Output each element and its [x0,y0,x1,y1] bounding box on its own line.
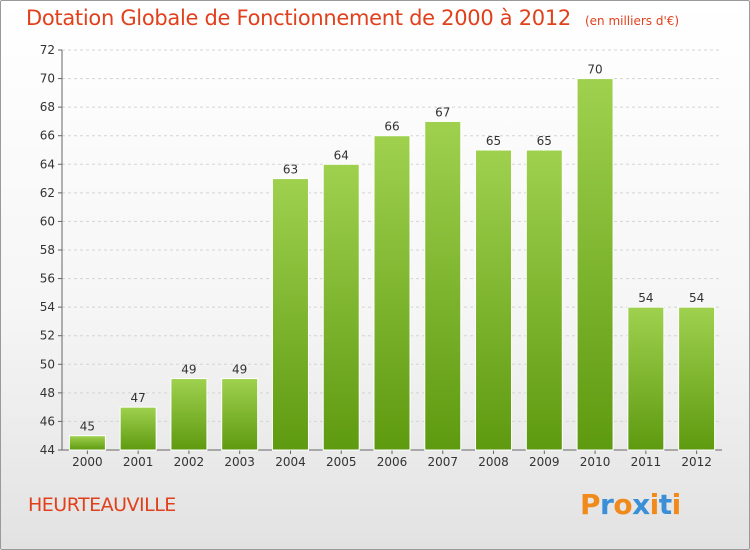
bar-2003 [221,378,259,451]
bar-2009 [525,149,563,451]
bar-2004 [271,178,309,451]
x-tick-label-2003: 2003 [224,455,255,469]
bar-2000 [68,435,106,451]
data-label-2005: 64 [334,148,349,162]
x-tick-label-2000: 2000 [72,455,103,469]
x-tick-label-2011: 2011 [631,455,662,469]
logo-letter: i [671,488,682,521]
logo-letter: x [632,488,650,521]
y-tick-label: 68 [40,100,55,114]
y-tick-label: 46 [40,414,55,428]
x-tick-label-2012: 2012 [681,455,712,469]
x-tick-label-2002: 2002 [174,455,205,469]
data-label-2003: 49 [232,363,247,377]
y-tick-label: 50 [40,357,55,371]
bar-2001 [119,406,157,451]
x-tick-label-2005: 2005 [326,455,357,469]
bar-2005 [322,163,360,451]
data-label-2011: 54 [638,291,653,305]
y-tick-label: 66 [40,129,55,143]
y-tick-label: 64 [40,157,55,171]
data-label-2012: 54 [689,291,704,305]
bar-2002 [170,378,208,451]
y-tick-label: 70 [40,72,55,86]
data-label-2009: 65 [537,134,552,148]
bar-2011 [627,306,665,451]
x-tick-label-2004: 2004 [275,455,306,469]
y-tick-label: 44 [40,443,55,457]
chart-title-text: Dotation Globale de Fonctionnement de 20… [26,6,571,30]
location-name: HEURTEAUVILLE [28,494,176,516]
data-label-2004: 63 [283,163,298,177]
logo-letter: r [600,488,614,521]
chart-unit: (en milliers d'€) [584,14,680,28]
y-tick-label: 56 [40,272,55,286]
y-tick-label: 62 [40,186,55,200]
bar-2008 [475,149,513,451]
x-tick-label-2006: 2006 [377,455,408,469]
logo-letter: P [580,488,601,521]
bar-2006 [373,135,411,451]
y-tick-label: 52 [40,329,55,343]
logo-letter: t [658,488,672,521]
data-label-2008: 65 [486,134,501,148]
data-label-2001: 47 [131,391,146,405]
data-label-2000: 45 [80,420,95,434]
bar-2007 [424,120,462,451]
y-tick-label: 58 [40,243,55,257]
y-tick-label: 48 [40,386,55,400]
y-tick-label: 72 [40,43,55,57]
y-tick-label: 60 [40,214,55,228]
x-tick-label-2008: 2008 [478,455,509,469]
x-tick-label-2001: 2001 [123,455,154,469]
x-tick-label-2009: 2009 [529,455,560,469]
chart-title: Dotation Globale de Fonctionnement de 20… [26,6,679,30]
y-tick-label: 54 [40,300,55,314]
bar-2012 [678,306,716,451]
data-label-2006: 66 [384,120,399,134]
data-label-2007: 67 [435,105,450,119]
data-label-2002: 49 [181,363,196,377]
bar-2010 [576,78,614,451]
x-tick-label-2010: 2010 [580,455,611,469]
proxiti-logo: Proxiti [580,488,681,521]
x-tick-label-2007: 2007 [427,455,458,469]
logo-letter: i [649,488,660,521]
data-label-2010: 70 [587,63,602,77]
logo-letter: o [613,488,633,521]
